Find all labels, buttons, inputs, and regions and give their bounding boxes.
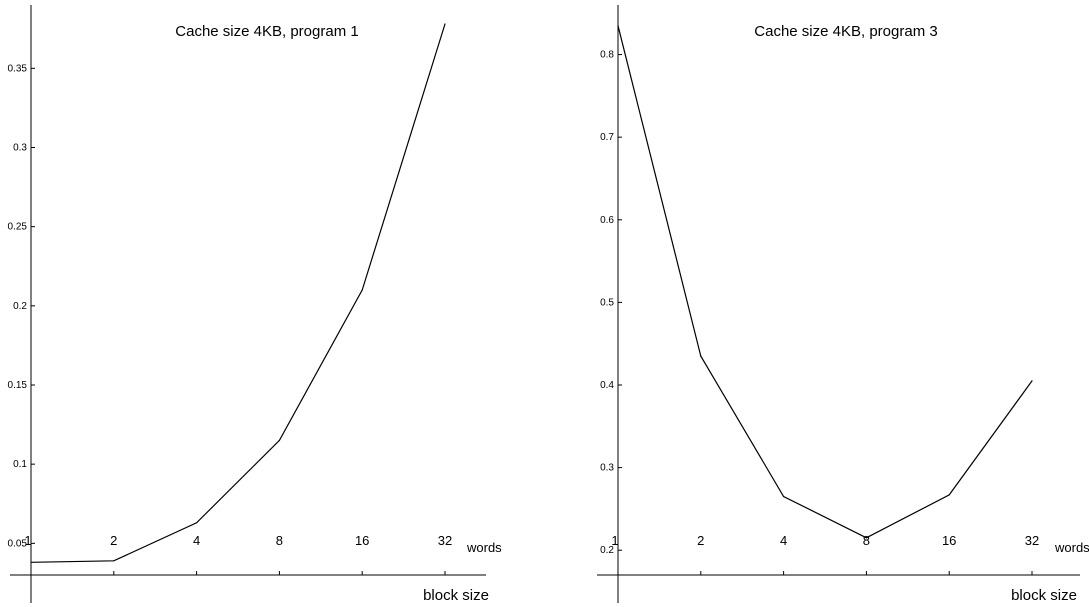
- y-tick-label: 0.05: [8, 538, 28, 549]
- y-tick-label: 0.2: [13, 301, 27, 312]
- series-line: [30, 23, 446, 563]
- y-tick-label: 0.3: [600, 463, 614, 474]
- data-point: [113, 560, 115, 562]
- chart-right: Cache size 4KB, program 3 words block si…: [597, 5, 1089, 604]
- data-point: [278, 439, 280, 441]
- y-tick-label: 0.6: [600, 215, 614, 226]
- x-tick-label: 16: [942, 533, 956, 548]
- x-tick-label: 2: [110, 533, 117, 548]
- y-tick-label: 0.1: [13, 459, 27, 470]
- chart-left: Cache size 4KB, program 1 words block si…: [8, 5, 502, 604]
- series-line: [617, 25, 1033, 539]
- x-tick-label: 4: [193, 533, 200, 548]
- chart-title: Cache size 4KB, program 1: [175, 23, 358, 40]
- y-ticks: 0.2 0.3 0.4 0.5 0.6 0.7 0.8: [600, 50, 622, 556]
- series-line-group: [30, 23, 446, 563]
- y-tick-label: 0.25: [8, 222, 28, 233]
- x-tick-label: 4: [780, 533, 787, 548]
- y-tick-label: 0.7: [600, 132, 614, 143]
- x-tick-label: 32: [1025, 533, 1039, 548]
- x-tick-label: 16: [355, 533, 369, 548]
- data-point: [361, 289, 363, 291]
- series-line-group: [617, 25, 1033, 539]
- x-axis-label: block size: [423, 587, 489, 604]
- y-ticks: 0.05 0.1 0.15 0.2 0.25 0.3 0.35: [8, 63, 35, 549]
- data-point: [783, 495, 785, 498]
- x-ticks: 1 2 4 8 16 32: [24, 533, 452, 575]
- data-point: [444, 23, 446, 25]
- y-tick-label: 0.8: [600, 50, 614, 61]
- chart-title: Cache size 4KB, program 3: [754, 23, 937, 40]
- data-point: [865, 537, 868, 539]
- y-tick-label: 0.4: [600, 380, 614, 391]
- y-tick-label: 0.15: [8, 380, 28, 391]
- x-tick-label: 1: [611, 533, 618, 548]
- data-point: [617, 25, 619, 27]
- x-tick-label: 1: [24, 533, 31, 548]
- y-tick-label: 0.5: [600, 297, 614, 308]
- x-axis-label: block size: [1011, 587, 1077, 604]
- x-tick-label: 8: [863, 533, 870, 548]
- x-unit-label: words: [466, 540, 502, 555]
- data-point: [1031, 380, 1033, 382]
- x-tick-label: 8: [276, 533, 283, 548]
- x-tick-label: 32: [438, 533, 452, 548]
- x-tick-label: 2: [697, 533, 704, 548]
- y-tick-label: 0.2: [600, 545, 614, 556]
- x-unit-label: words: [1054, 540, 1089, 555]
- x-ticks: 1 2 4 8 16 32: [611, 533, 1039, 575]
- data-point: [30, 561, 32, 563]
- y-tick-label: 0.35: [8, 63, 28, 74]
- y-tick-label: 0.3: [13, 143, 27, 154]
- data-point: [700, 355, 702, 357]
- data-point: [196, 522, 198, 524]
- data-point: [948, 494, 950, 496]
